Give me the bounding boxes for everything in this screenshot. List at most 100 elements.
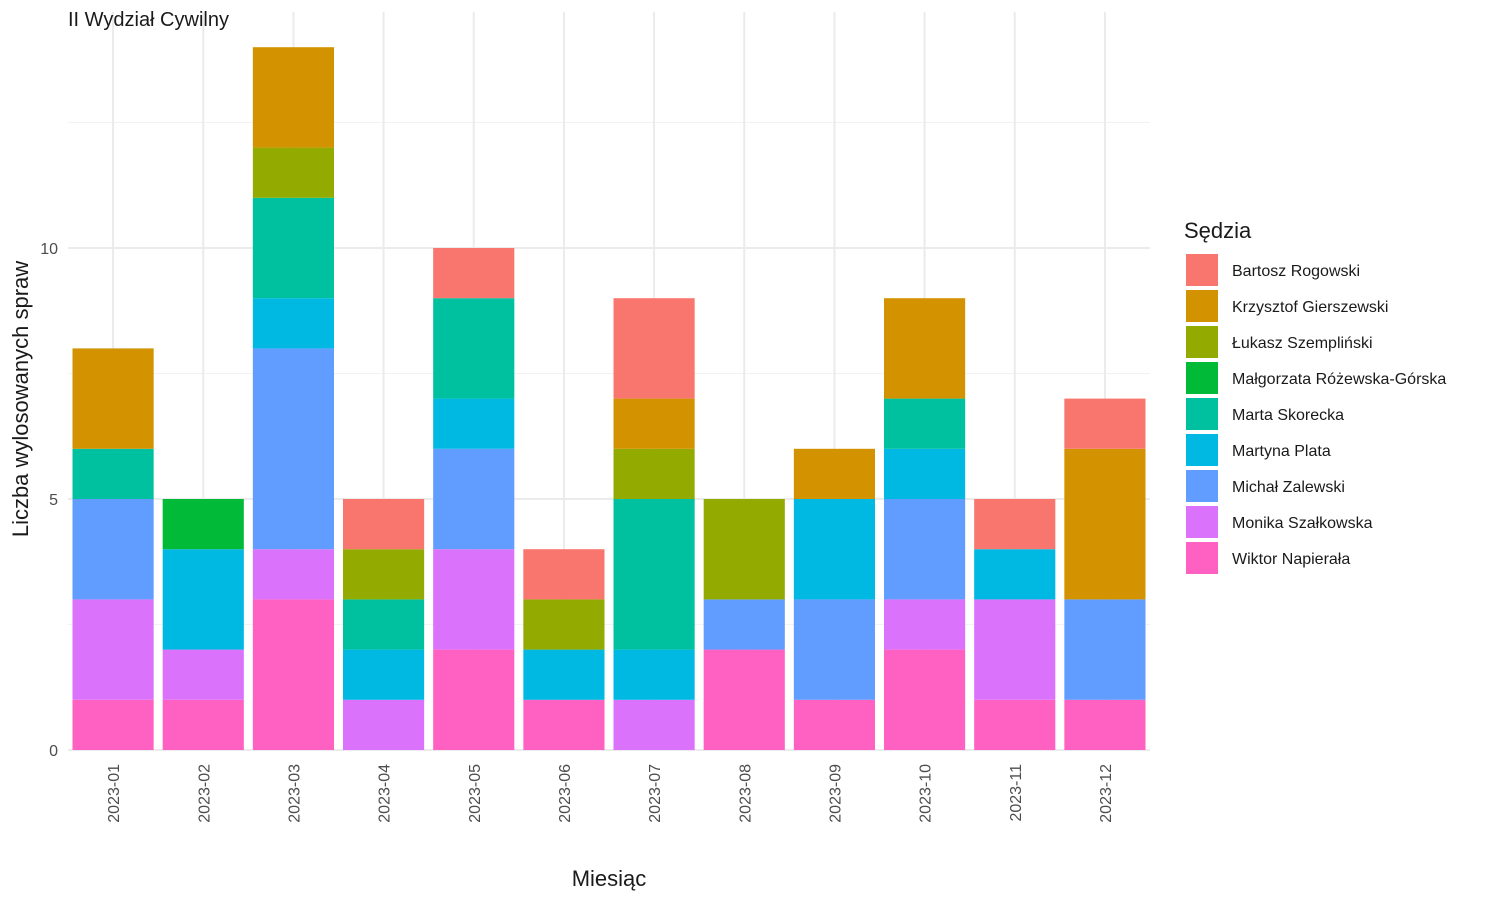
bar-segment — [613, 499, 695, 650]
bar-segment — [252, 298, 334, 349]
x-tick-label: 2023-06 — [557, 764, 574, 823]
bar-segment — [523, 649, 605, 700]
legend-key — [1186, 434, 1218, 466]
bar-segment — [613, 649, 695, 700]
legend-label: Bartosz Rogowski — [1232, 263, 1360, 280]
bar-segment — [793, 499, 875, 600]
legend-label: Wiktor Napierała — [1232, 551, 1350, 568]
bar-segment — [433, 549, 515, 650]
bar-segment — [72, 499, 154, 600]
legend-key — [1186, 398, 1218, 430]
legend: Sędzia Bartosz Rogowski Krzysztof Giersze… — [1184, 218, 1446, 574]
bar-segment — [613, 398, 695, 449]
legend-label: Małgorzata Różewska-Górska — [1232, 371, 1446, 388]
legend-key — [1186, 470, 1218, 502]
bar-segment — [72, 348, 154, 449]
legend-label: Monika Szałkowska — [1232, 515, 1373, 532]
legend-label: Martyna Plata — [1232, 443, 1331, 460]
bar-segment — [72, 448, 154, 499]
legend-label: Marta Skorecka — [1232, 407, 1344, 424]
bar-segment — [343, 649, 425, 700]
bar-segment — [613, 448, 695, 499]
bar-segment — [343, 599, 425, 650]
bar-segment — [252, 47, 334, 148]
legend-label: Łukasz Szempliński — [1232, 335, 1373, 352]
x-tick-label: 2023-10 — [918, 764, 935, 823]
bar-segment — [162, 699, 244, 750]
legend-title: Sędzia — [1184, 218, 1252, 243]
bar-segment — [974, 549, 1056, 600]
bar-segment — [613, 298, 695, 399]
bar-segment — [884, 649, 966, 750]
bar-segment — [343, 499, 425, 550]
bar-segment — [523, 549, 605, 600]
bar-segment — [884, 298, 966, 399]
bar-segment — [1064, 398, 1146, 449]
bar-segment — [162, 549, 244, 650]
x-tick-label: 2023-08 — [737, 764, 754, 823]
bar-segment — [252, 147, 334, 198]
x-tick-label: 2023-02 — [196, 764, 213, 823]
bar-segment — [974, 499, 1056, 550]
bar-segment — [793, 599, 875, 700]
bar-segment — [1064, 699, 1146, 750]
bar-segment — [703, 599, 785, 650]
legend-key — [1186, 290, 1218, 322]
x-tick-label: 2023-11 — [1008, 764, 1025, 822]
bar-segment — [1064, 448, 1146, 600]
bar-segment — [433, 298, 515, 399]
legend-key — [1186, 542, 1218, 574]
legend-key — [1186, 506, 1218, 538]
bar-segment — [1064, 599, 1146, 700]
x-tick-label: 2023-01 — [106, 764, 123, 823]
bar-segment — [703, 499, 785, 600]
y-tick-label: 5 — [49, 492, 58, 509]
bar-segment — [884, 499, 966, 600]
bar-segment — [72, 599, 154, 700]
bar-segment — [793, 699, 875, 750]
x-tick-label: 2023-04 — [377, 764, 394, 823]
bar-segment — [162, 649, 244, 700]
bar-segment — [252, 549, 334, 600]
legend-key — [1186, 362, 1218, 394]
bar-segment — [884, 599, 966, 650]
bar-segment — [343, 699, 425, 750]
bar-segment — [703, 649, 785, 750]
bar-segment — [343, 549, 425, 600]
bar-segment — [433, 248, 515, 299]
x-axis-title: Miesiąc — [572, 866, 647, 891]
legend-label: Michał Zalewski — [1232, 479, 1345, 496]
axis-layer: 0 5 10 2023-01 2023-02 2023-03 2023-04 2023-05 2… — [40, 241, 1115, 823]
x-tick-label: 2023-03 — [286, 764, 303, 823]
bar-segment — [162, 499, 244, 550]
bar-segment — [252, 197, 334, 299]
chart-title: II Wydział Cywilny — [68, 9, 229, 31]
bar-segment — [974, 599, 1056, 700]
x-tick-label: 2023-07 — [647, 764, 664, 823]
x-tick-label: 2023-12 — [1098, 764, 1115, 823]
y-tick-label: 10 — [40, 241, 58, 258]
bar-segment — [793, 448, 875, 499]
bar-segment — [252, 599, 334, 750]
bars-layer — [72, 47, 1146, 750]
bar-segment — [433, 649, 515, 750]
bar-segment — [613, 699, 695, 750]
bar-segment — [252, 348, 334, 550]
legend-key — [1186, 254, 1218, 286]
bar-segment — [884, 398, 966, 449]
bar-segment — [433, 448, 515, 550]
bar-segment — [523, 599, 605, 650]
x-tick-label: 2023-05 — [467, 764, 484, 823]
legend-label: Krzysztof Gierszewski — [1232, 299, 1388, 316]
bar-segment — [433, 398, 515, 449]
bar-segment — [884, 448, 966, 499]
legend-key — [1186, 326, 1218, 358]
x-tick-label: 2023-09 — [827, 764, 844, 823]
bar-segment — [974, 699, 1056, 750]
y-tick-label: 0 — [49, 743, 58, 760]
y-axis-title: Liczba wylosowanych spraw — [8, 261, 33, 537]
bar-segment — [523, 699, 605, 750]
bar-segment — [72, 699, 154, 750]
